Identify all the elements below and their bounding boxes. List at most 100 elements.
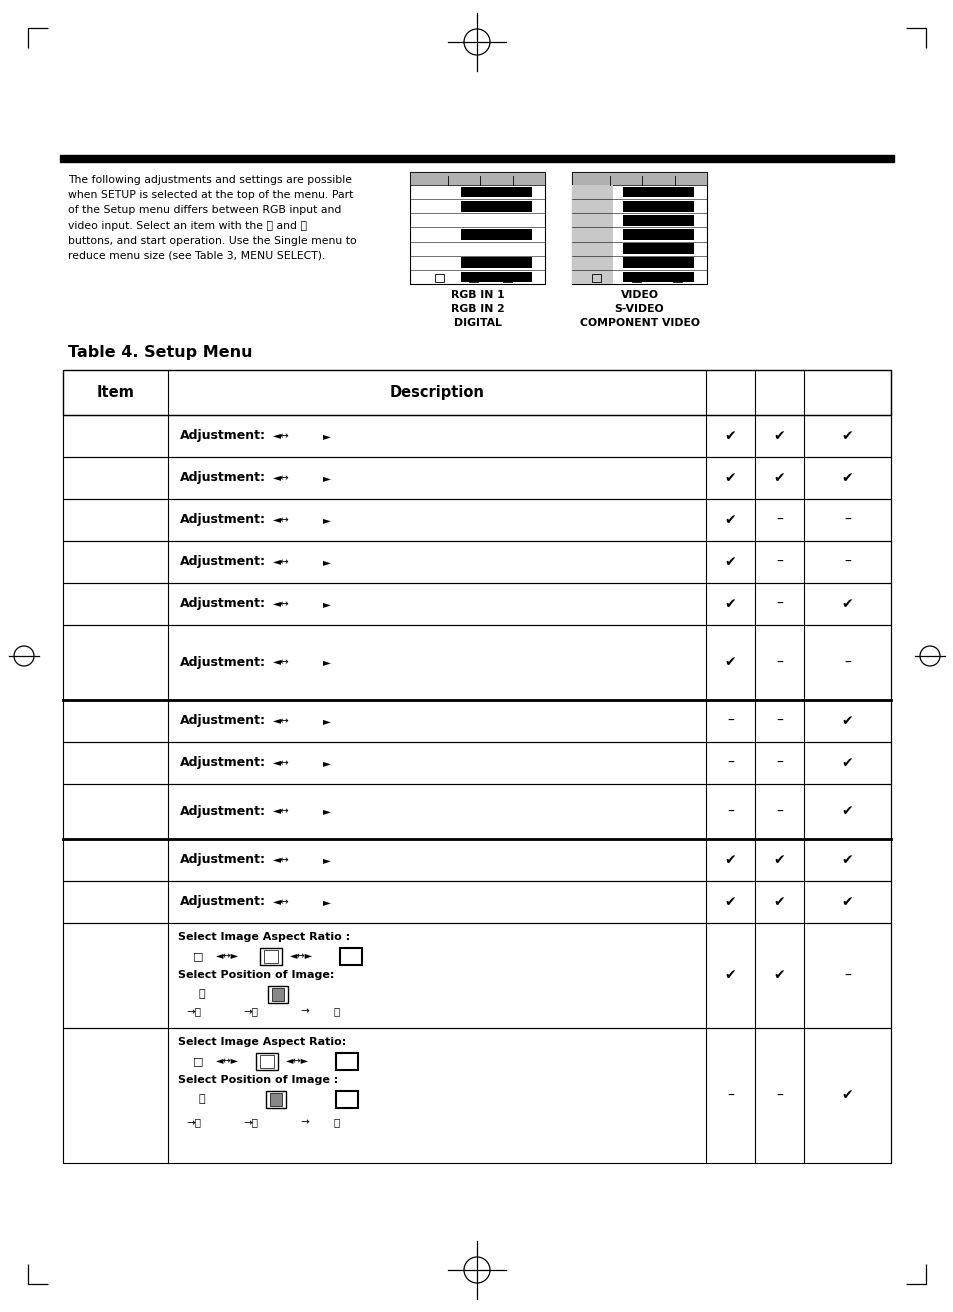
Text: The following adjustments and settings are possible
when SETUP is selected at th: The following adjustments and settings a… bbox=[68, 174, 356, 261]
Text: ✔: ✔ bbox=[773, 429, 784, 443]
Text: ✔: ✔ bbox=[841, 756, 852, 770]
Bar bbox=[339, 949, 361, 966]
Bar bbox=[60, 155, 893, 161]
Text: –: – bbox=[775, 756, 782, 770]
Bar bbox=[622, 257, 693, 268]
Bar bbox=[572, 199, 612, 214]
Text: Select Image Aspect Ratio :: Select Image Aspect Ratio : bbox=[178, 932, 350, 942]
Text: Description: Description bbox=[389, 384, 484, 400]
Text: –: – bbox=[775, 714, 782, 728]
Text: □: □ bbox=[193, 1056, 203, 1065]
Text: ◄↔►: ◄↔► bbox=[215, 951, 239, 960]
Text: ✔: ✔ bbox=[841, 804, 852, 819]
Text: –: – bbox=[843, 968, 850, 983]
Bar bbox=[410, 172, 544, 185]
Text: Adjustment:: Adjustment: bbox=[180, 757, 266, 770]
Text: –: – bbox=[843, 513, 850, 527]
Text: ⓙ: ⓙ bbox=[333, 1117, 339, 1127]
Bar bbox=[268, 987, 288, 1002]
Text: –: – bbox=[726, 756, 733, 770]
Bar bbox=[461, 272, 531, 282]
Text: Adjustment:: Adjustment: bbox=[180, 597, 266, 610]
Bar bbox=[63, 743, 890, 785]
Text: ✔: ✔ bbox=[724, 968, 736, 983]
Text: ✔: ✔ bbox=[724, 429, 736, 443]
Bar bbox=[63, 625, 890, 701]
Bar bbox=[63, 541, 890, 583]
Bar bbox=[622, 201, 693, 211]
Text: –: – bbox=[775, 513, 782, 527]
Bar bbox=[572, 172, 706, 283]
Text: ✔: ✔ bbox=[841, 1089, 852, 1102]
Text: ◄↔: ◄↔ bbox=[273, 807, 290, 816]
Bar bbox=[255, 1054, 277, 1071]
Bar bbox=[63, 924, 890, 1029]
Text: ✔: ✔ bbox=[773, 471, 784, 485]
Text: ✔: ✔ bbox=[724, 471, 736, 485]
Bar bbox=[591, 274, 600, 282]
Text: –: – bbox=[726, 804, 733, 819]
Text: ►: ► bbox=[323, 600, 331, 609]
Text: Select Image Aspect Ratio:: Select Image Aspect Ratio: bbox=[178, 1036, 346, 1047]
Bar bbox=[622, 272, 693, 282]
Bar bbox=[63, 1029, 890, 1162]
Text: ◄↔: ◄↔ bbox=[273, 897, 290, 907]
Bar bbox=[502, 274, 511, 282]
Bar bbox=[572, 227, 612, 241]
Bar bbox=[260, 949, 282, 966]
Text: ►: ► bbox=[323, 558, 331, 567]
Text: ◄↔: ◄↔ bbox=[273, 600, 290, 609]
Text: ►: ► bbox=[323, 716, 331, 726]
Text: ◄↔: ◄↔ bbox=[273, 516, 290, 525]
Bar bbox=[260, 1055, 274, 1068]
Text: →: → bbox=[299, 1117, 309, 1127]
Text: ⓙ: ⓙ bbox=[198, 1094, 204, 1103]
Bar bbox=[461, 186, 531, 197]
Text: ►: ► bbox=[323, 855, 331, 865]
Bar bbox=[335, 1092, 357, 1109]
Text: ►: ► bbox=[323, 807, 331, 816]
Text: ◄↔: ◄↔ bbox=[273, 716, 290, 726]
Text: Adjustment:: Adjustment: bbox=[180, 715, 266, 727]
Bar bbox=[63, 499, 890, 541]
Text: ◄↔: ◄↔ bbox=[273, 758, 290, 768]
Bar bbox=[572, 241, 612, 256]
Text: ◄↔: ◄↔ bbox=[273, 558, 290, 567]
Text: →: → bbox=[299, 1006, 309, 1015]
Text: –: – bbox=[843, 656, 850, 669]
Text: ✔: ✔ bbox=[841, 853, 852, 867]
Bar bbox=[622, 230, 693, 240]
Bar bbox=[63, 880, 890, 924]
Bar bbox=[622, 186, 693, 197]
Text: →ⓙ: →ⓙ bbox=[243, 1117, 257, 1127]
Text: →ⓙ: →ⓙ bbox=[186, 1117, 201, 1127]
Text: –: – bbox=[726, 714, 733, 728]
Text: Table 4. Setup Menu: Table 4. Setup Menu bbox=[68, 345, 253, 359]
Text: ✔: ✔ bbox=[841, 471, 852, 485]
Text: Adjustment:: Adjustment: bbox=[180, 429, 266, 442]
Text: ►: ► bbox=[323, 516, 331, 525]
Bar bbox=[632, 274, 640, 282]
Bar bbox=[63, 370, 890, 415]
Bar bbox=[63, 415, 890, 457]
Text: RGB IN 1
RGB IN 2
DIGITAL: RGB IN 1 RGB IN 2 DIGITAL bbox=[450, 290, 504, 328]
Bar bbox=[264, 950, 277, 963]
Text: Adjustment:: Adjustment: bbox=[180, 656, 266, 669]
Text: ✔: ✔ bbox=[773, 968, 784, 983]
Text: –: – bbox=[775, 804, 782, 819]
Text: –: – bbox=[775, 597, 782, 611]
Text: ►: ► bbox=[323, 474, 331, 483]
Text: ✔: ✔ bbox=[773, 853, 784, 867]
Bar bbox=[461, 201, 531, 211]
Text: ✔: ✔ bbox=[841, 597, 852, 611]
Text: ►: ► bbox=[323, 758, 331, 768]
Text: Select Position of Image:: Select Position of Image: bbox=[178, 970, 334, 980]
Text: –: – bbox=[726, 1089, 733, 1102]
Text: Adjustment:: Adjustment: bbox=[180, 854, 266, 866]
Text: –: – bbox=[775, 555, 782, 569]
Text: ⓙ: ⓙ bbox=[198, 989, 204, 998]
Bar bbox=[63, 785, 890, 838]
Text: ◄↔: ◄↔ bbox=[273, 432, 290, 441]
Bar bbox=[572, 256, 612, 270]
Text: ◄↔►: ◄↔► bbox=[215, 1056, 239, 1065]
